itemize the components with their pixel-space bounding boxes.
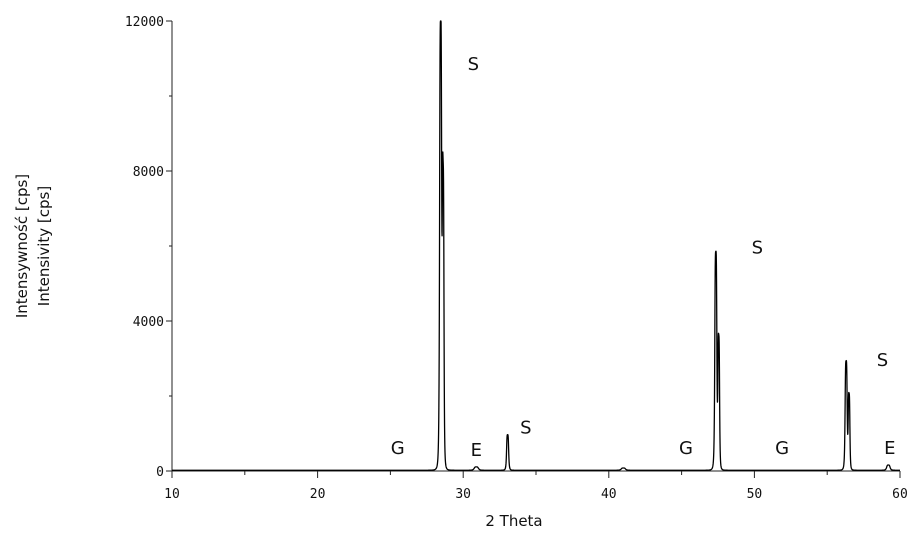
x-tick-label: 30 — [455, 487, 471, 502]
peak-label-g: G — [391, 438, 405, 459]
peak-label-e: E — [471, 440, 482, 461]
y-tick-label: 0 — [156, 465, 164, 480]
peak-label-s: S — [877, 350, 888, 371]
x-tick-label: 10 — [164, 487, 180, 502]
x-axis: 10 20 30 40 50 60 — [164, 470, 908, 502]
y-axis-title-line-2: Intensivity [cps] — [35, 186, 53, 306]
peak-label-g: G — [775, 438, 789, 459]
x-axis-title: 2 Theta — [485, 512, 542, 530]
peak-label-s: S — [468, 54, 479, 75]
x-tick-label: 50 — [747, 487, 763, 502]
plot-area — [171, 20, 901, 471]
peak-label-s: S — [520, 418, 531, 439]
y-axis: 0 4000 8000 12000 — [125, 15, 173, 480]
y-tick-label: 8000 — [133, 165, 164, 180]
y-tick-label: 12000 — [125, 15, 164, 30]
x-tick-label: 60 — [892, 487, 908, 502]
peak-label-s: S — [752, 238, 763, 259]
y-axis-title-line-1: Intensywność [cps] — [13, 174, 31, 318]
peak-label-e: E — [884, 438, 895, 459]
xrd-pattern-line — [171, 20, 901, 471]
peak-label-g: G — [679, 438, 693, 459]
x-tick-label: 40 — [601, 487, 617, 502]
peak-labels: S S S S G G G E E — [391, 54, 896, 461]
y-tick-label: 4000 — [133, 315, 164, 330]
x-tick-label: 20 — [310, 487, 326, 502]
